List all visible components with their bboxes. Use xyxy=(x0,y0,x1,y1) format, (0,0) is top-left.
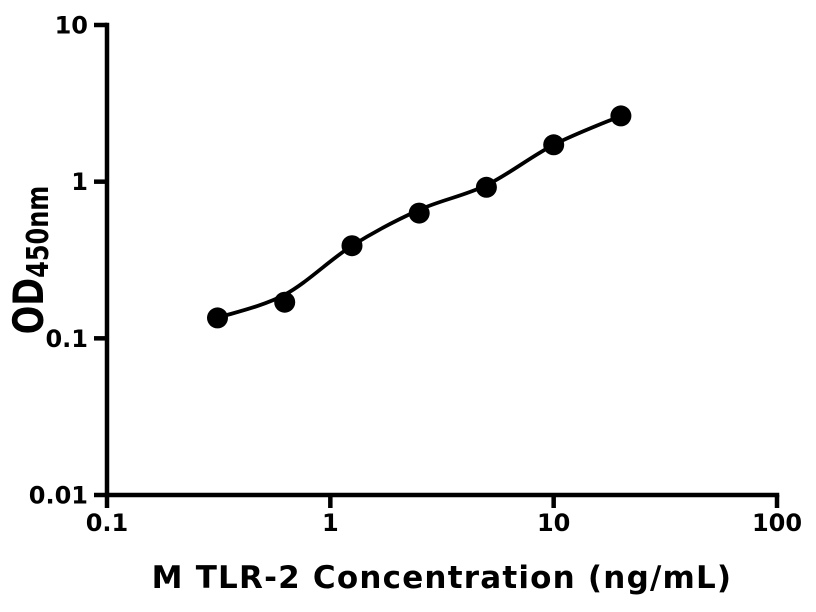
y-tick-label: 10 xyxy=(55,12,88,40)
y-axis-title: OD450nm xyxy=(4,186,55,335)
data-point xyxy=(543,134,565,156)
data-point xyxy=(408,202,430,224)
y-tick-label: 0.01 xyxy=(29,482,88,510)
y-tick-label: 0.1 xyxy=(45,325,88,353)
data-point xyxy=(475,176,497,198)
x-tick-label: 1 xyxy=(322,509,339,537)
x-tick-label: 0.1 xyxy=(86,509,129,537)
x-tick-label: 10 xyxy=(537,509,570,537)
x-tick-label: 100 xyxy=(752,509,802,537)
data-point xyxy=(207,307,228,329)
x-axis-title: M TLR-2 Concentration (ng/mL) xyxy=(152,560,733,596)
data-point xyxy=(274,291,296,313)
data-point xyxy=(610,105,632,127)
axis-spine xyxy=(104,22,780,498)
data-point xyxy=(341,235,363,257)
y-tick-label: 1 xyxy=(71,168,88,196)
